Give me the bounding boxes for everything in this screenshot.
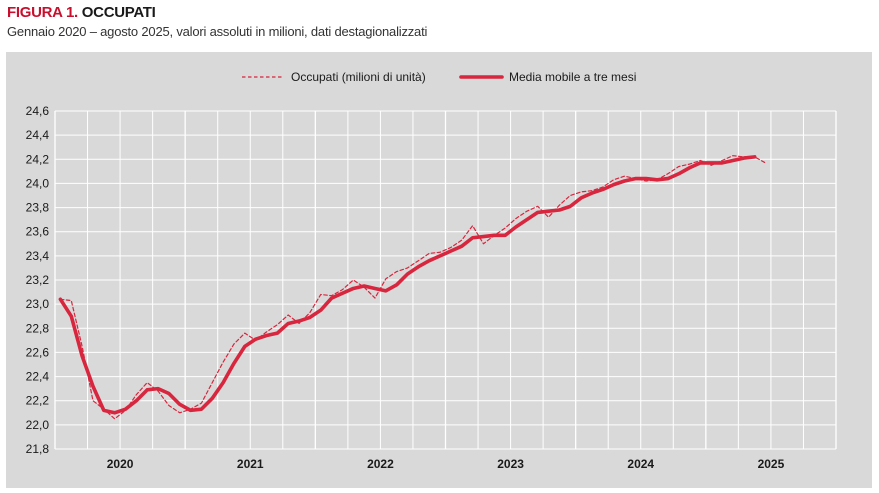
y-tick-label: 23,0: [26, 297, 50, 311]
chart-panel: 21,8 22,0 22,2 22,4 22,6 22,8 23,0 23,2 23,4 23,6…: [6, 52, 872, 488]
x-tick-label: 2024: [627, 457, 654, 471]
x-tick-label: 2020: [107, 457, 134, 471]
y-tick-label: 24,4: [26, 128, 50, 142]
y-tick-label: 23,4: [26, 249, 50, 263]
x-tick-label: 2025: [758, 457, 785, 471]
y-tick-label: 23,8: [26, 201, 50, 215]
y-tick-label: 23,2: [26, 273, 50, 287]
y-tick-label: 23,6: [26, 225, 50, 239]
y-tick-label: 24,2: [26, 152, 50, 166]
y-tick-label: 22,6: [26, 345, 50, 359]
horizontal-gridlines: [55, 110, 836, 450]
x-axis-ticks: 2020 2021 2022 2023 2024 2025: [107, 457, 785, 471]
series-line-media-mobile: [58, 155, 757, 415]
y-tick-label: 22,8: [26, 321, 50, 335]
legend-label-media-mobile: Media mobile a tre mesi: [509, 70, 636, 84]
y-tick-label: 22,4: [26, 370, 50, 384]
series-layer: [58, 155, 767, 420]
legend: Occupati (milioni di unità) Media mobile…: [242, 70, 636, 84]
figure-title: FIGURA 1. OCCUPATI: [7, 4, 427, 22]
y-tick-label: 22,2: [26, 394, 50, 408]
y-tick-label: 21,8: [26, 442, 50, 456]
x-tick-label: 2021: [237, 457, 264, 471]
series-line-occupati: [59, 155, 767, 420]
y-axis-ticks: 21,8 22,0 22,2 22,4 22,6 22,8 23,0 23,2 23,4 23,6…: [26, 104, 50, 456]
figure-header: FIGURA 1. OCCUPATI Gennaio 2020 – agosto…: [7, 4, 427, 40]
y-tick-label: 24,6: [26, 104, 50, 118]
y-tick-label: 22,0: [26, 418, 50, 432]
line-chart: 21,8 22,0 22,2 22,4 22,6 22,8 23,0 23,2 23,4 23,6…: [26, 70, 837, 471]
figure-name: OCCUPATI: [81, 4, 156, 21]
y-tick-label: 24,0: [26, 176, 50, 190]
figure-subtitle: Gennaio 2020 – agosto 2025, valori assol…: [7, 24, 428, 39]
figure-label: FIGURA 1.: [7, 4, 78, 21]
legend-label-occupati: Occupati (milioni di unità): [291, 70, 426, 84]
x-tick-label: 2023: [497, 457, 524, 471]
x-tick-label: 2022: [367, 457, 394, 471]
